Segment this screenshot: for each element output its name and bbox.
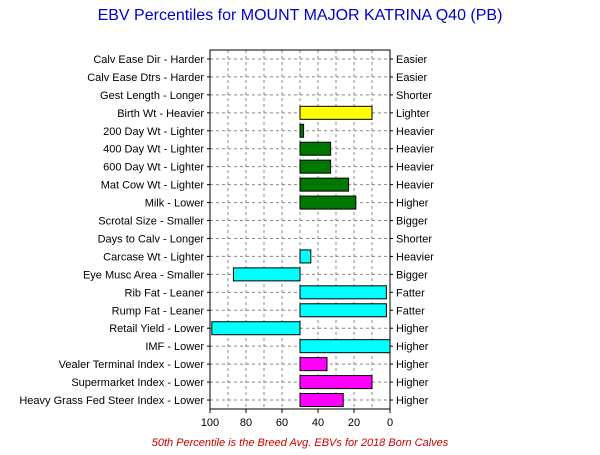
bar [299, 375, 373, 390]
row-label-right: Fatter [396, 287, 425, 299]
row-label-left: 400 Day Wt - Lighter [103, 144, 204, 156]
bar [299, 249, 312, 264]
row-label-right: Higher [396, 341, 429, 353]
x-axis-ticks: 100 80 60 40 20 0 [201, 409, 393, 429]
row-label-right: Heavier [396, 126, 434, 138]
row-label-left: IMF - Lower [145, 341, 204, 353]
row-label-left: Supermarket Index - Lower [71, 377, 204, 389]
bar [299, 195, 357, 210]
row-label-left: 200 Day Wt - Lighter [103, 126, 204, 138]
row-label-right: Easier [396, 72, 428, 84]
row-label-right: Bigger [396, 269, 428, 281]
row-label-left: Calv Ease Dtrs - Harder [87, 72, 204, 84]
bar [299, 339, 391, 354]
row-label-left: Calv Ease Dir - Harder [93, 54, 204, 66]
row-label-right: Shorter [396, 90, 432, 102]
row-label-left: Mat Cow Wt - Lighter [101, 180, 205, 192]
row-label-right: Lighter [396, 108, 430, 120]
row-label-right: Higher [396, 198, 429, 210]
row-label-right: Heavier [396, 144, 434, 156]
row-label-left: Days to Calv - Longer [98, 233, 205, 245]
bar [299, 105, 373, 120]
row-label-left: Rib Fat - Leaner [125, 287, 205, 299]
left-labels: Calv Ease Dir - Harder Calv Ease Dtrs - H… [19, 54, 210, 407]
bar [299, 141, 332, 156]
row-label-right: Heavier [396, 180, 434, 192]
row-label-right: Higher [396, 395, 429, 407]
row-label-right: Higher [396, 323, 429, 335]
row-label-right: Shorter [396, 233, 432, 245]
row-label-left: Heavy Grass Fed Steer Index - Lower [19, 395, 204, 407]
row-label-left: Scrotal Size - Smaller [98, 216, 204, 228]
x-tick-label: 80 [240, 417, 252, 429]
row-label-right: Fatter [396, 305, 425, 317]
row-label-left: Milk - Lower [145, 198, 205, 210]
bar [299, 123, 305, 138]
row-label-left: Eye Musc Area - Smaller [83, 269, 204, 281]
bar [299, 357, 328, 372]
bar [232, 267, 301, 282]
bar [299, 303, 387, 318]
bar [299, 393, 344, 408]
row-label-right: Higher [396, 359, 429, 371]
bar [299, 159, 332, 174]
x-tick-label: 60 [276, 417, 288, 429]
row-label-left: Gest Length - Longer [100, 90, 204, 102]
row-label-right: Heavier [396, 162, 434, 174]
row-label-left: Birth Wt - Heavier [117, 108, 204, 120]
x-tick-label: 100 [201, 417, 219, 429]
row-label-left: Rump Fat - Leaner [112, 305, 205, 317]
row-label-left: 600 Day Wt - Lighter [103, 162, 204, 174]
bars [211, 105, 391, 408]
row-label-right: Higher [396, 377, 429, 389]
row-label-right: Bigger [396, 216, 428, 228]
chart-footnote: 50th Percentile is the Breed Avg. EBVs f… [152, 437, 449, 449]
x-tick-label: 20 [348, 417, 360, 429]
x-tick-label: 0 [387, 417, 393, 429]
bar [299, 285, 387, 300]
row-label-left: Carcase Wt - Lighter [103, 251, 204, 263]
right-labels: Easier Easier Shorter Lighter Heavier Heavier… [390, 54, 434, 407]
chart-title: EBV Percentiles for MOUNT MAJOR KATRINA … [98, 7, 503, 24]
bar [211, 321, 301, 336]
row-label-right: Easier [396, 54, 428, 66]
row-label-left: Vealer Terminal Index - Lower [59, 359, 205, 371]
row-label-right: Heavier [396, 251, 434, 263]
row-label-left: Retail Yield - Lower [109, 323, 204, 335]
plot-frame [209, 49, 391, 410]
bar [299, 177, 350, 192]
grid [210, 50, 390, 409]
x-tick-label: 40 [312, 417, 324, 429]
